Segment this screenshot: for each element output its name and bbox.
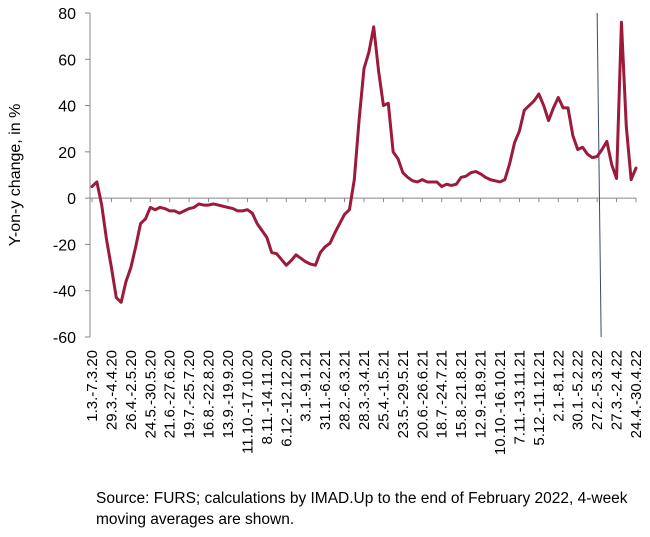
x-tick-label: 23.5.-29.5.21 (395, 350, 412, 438)
x-tick-label: 13.9.-19.9.20 (220, 350, 237, 438)
x-tick-label: 15.8.-21.8.21 (453, 350, 470, 438)
x-tick-label: 3.1.-9.1.21 (298, 350, 315, 422)
x-tick-label: 11.10.-17.10.20 (239, 350, 256, 454)
x-tick-label: 30.1.-5.2.22 (570, 350, 587, 430)
y-axis-label: Y-on-y change, in % (7, 104, 24, 247)
x-tick-label: 24.4.-30.4.22 (628, 350, 645, 438)
x-tick-label: 21.6.-27.6.20 (162, 350, 179, 438)
x-tick-label: 27.3.-2.4.22 (609, 350, 626, 430)
x-tick-label: 28.3.-3.4.21 (356, 350, 373, 430)
x-tick-label: 25.4.-1.5.21 (375, 350, 392, 430)
x-tick-label: 7.11.-13.11.21 (511, 350, 528, 445)
series-line (90, 20, 638, 304)
x-tick-label: 19.7.-25.7.20 (181, 350, 198, 438)
line-chart: -60 -40 -20 0 20 40 60 80 1.3.-7.3.20 29.3.-4.4.… (7, 6, 645, 455)
x-tick-label: 29.3.-4.4.20 (103, 350, 120, 430)
x-tick-label: 2.1.-8.1.22 (550, 350, 567, 422)
y-axis-ticks: -60 -40 -20 0 20 40 60 80 (53, 6, 90, 347)
y-tick-label: -60 (53, 330, 76, 347)
y-tick-label: 40 (58, 99, 76, 116)
x-tick-label: 16.8.-22.8.20 (201, 350, 218, 438)
x-tick-label: 18.7.-24.7.21 (434, 350, 451, 438)
x-tick-label: 27.2.-5.3.22 (589, 350, 606, 430)
x-tick-label: 24.5.-30.5.20 (142, 350, 159, 438)
y-tick-label: 80 (58, 6, 76, 23)
y-tick-label: 60 (58, 52, 76, 69)
source-footnote: Source: FURS; calculations by IMAD.Up to… (96, 490, 628, 528)
x-tick-label: 6.12.-12.12.20 (278, 350, 295, 447)
x-tick-label: 10.10.-16.10.21 (492, 350, 509, 455)
x-tick-label: 8.11.-14.11.20 (259, 350, 276, 445)
x-tick-label: 28.2.-6.3.21 (337, 350, 354, 430)
x-tick-label: 12.9.-18.9.21 (473, 350, 490, 438)
x-tick-label: 26.4.-2.5.20 (123, 350, 140, 430)
x-tick-label: 20.6.-26.6.21 (414, 350, 431, 438)
x-tick-label: 1.3.-7.3.20 (84, 350, 101, 422)
x-tick-label: 31.1.-6.2.21 (317, 350, 334, 430)
x-tick-label: 5.12.-11.12.21 (531, 350, 548, 446)
y-tick-label: 20 (58, 145, 76, 162)
y-tick-label: -20 (53, 237, 76, 254)
vertical-marker-line (596, 12, 602, 338)
y-tick-label: 0 (67, 191, 76, 208)
x-axis-ticks: 1.3.-7.3.20 29.3.-4.4.20 26.4.-2.5.20 24.5.… (84, 198, 645, 455)
y-tick-label: -40 (53, 284, 76, 301)
